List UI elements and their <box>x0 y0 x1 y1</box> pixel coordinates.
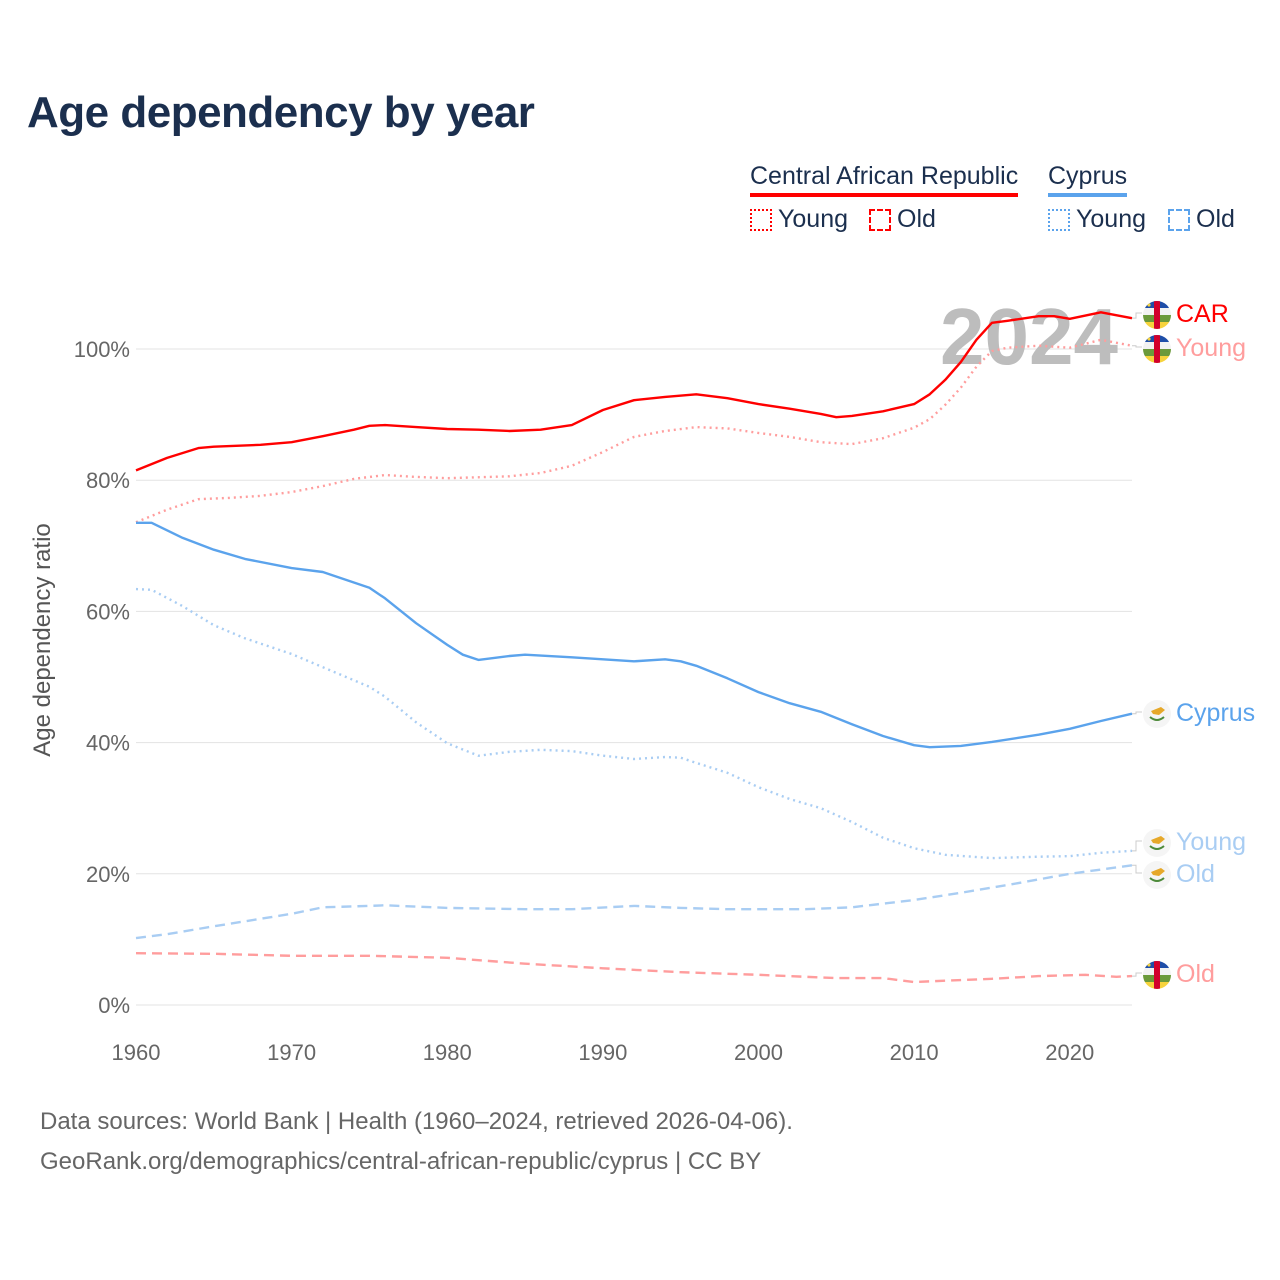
legend-cyprus-old[interactable]: Old <box>1168 205 1235 234</box>
year-watermark: 2024 <box>940 292 1118 381</box>
series-line-cyprus-young[interactable] <box>135 587 1133 860</box>
y-tick-label: 40% <box>86 731 130 756</box>
legend-car-old[interactable]: Old <box>869 205 936 234</box>
end-label: Young <box>1176 334 1246 362</box>
series-lines <box>135 311 1133 984</box>
y-axis-label: Age dependency ratio <box>29 523 56 757</box>
leader-line <box>1132 711 1142 715</box>
x-tick-label: 1980 <box>423 1040 472 1065</box>
leader-line <box>1132 864 1142 874</box>
y-tick-label: 80% <box>86 468 130 493</box>
x-tick-label: 1970 <box>267 1040 316 1065</box>
dashed-swatch-icon <box>1168 208 1190 231</box>
legend-label: Young <box>1076 205 1146 233</box>
end-label: Cyprus <box>1176 699 1255 727</box>
end-labels: CAR Young Old Cyprus Young Old <box>1132 300 1255 989</box>
legend-label: Old <box>897 205 936 233</box>
y-axis: 0% 20% 40% 60% 80% 100% <box>74 337 130 1018</box>
footer-url[interactable]: GeoRank.org/demographics/central-african… <box>40 1148 762 1175</box>
legend-cyprus-young[interactable]: Young <box>1048 205 1146 234</box>
legend-label: Young <box>778 205 848 233</box>
chart-title: Age dependency by year <box>27 88 535 137</box>
footer-source: Data sources: World Bank | Health (1960–… <box>40 1108 793 1135</box>
cyprus-flag-icon <box>1142 860 1172 890</box>
y-tick-label: 100% <box>74 337 130 362</box>
legend-country-cyprus[interactable]: Cyprus <box>1048 162 1128 197</box>
series-line-central-african-republic[interactable] <box>135 311 1133 472</box>
leader-line <box>1132 972 1142 977</box>
car-flag-icon <box>1143 961 1171 989</box>
leader-line <box>1132 840 1142 852</box>
series-line-central-african-republic-young[interactable] <box>135 338 1133 524</box>
legend-label: Old <box>1196 205 1235 233</box>
y-tick-label: 60% <box>86 599 130 624</box>
y-tick-label: 0% <box>98 993 130 1018</box>
end-label: Old <box>1176 960 1215 988</box>
end-label: Young <box>1176 828 1246 856</box>
series-line-central-african-republic-old[interactable] <box>135 952 1133 984</box>
end-label: CAR <box>1176 300 1229 328</box>
x-tick-label: 1960 <box>112 1040 161 1065</box>
dashed-swatch-icon <box>869 208 891 231</box>
legend-car-young[interactable]: Young <box>750 205 848 234</box>
car-flag-icon <box>1143 335 1171 363</box>
x-tick-label: 2010 <box>890 1040 939 1065</box>
leader-line <box>1132 312 1142 319</box>
series-line-cyprus[interactable] <box>136 521 1133 749</box>
legend-country-car[interactable]: Central African Republic <box>750 162 1019 197</box>
dotted-swatch-icon <box>1048 208 1070 231</box>
x-tick-label: 2020 <box>1045 1040 1094 1065</box>
end-label: Old <box>1176 860 1215 888</box>
grid <box>136 348 1132 1006</box>
cyprus-flag-icon <box>1142 828 1172 858</box>
leader-line <box>1132 345 1142 348</box>
series-line-cyprus-old[interactable] <box>135 864 1133 940</box>
car-flag-icon <box>1143 301 1171 329</box>
dotted-swatch-icon <box>750 208 772 231</box>
x-axis: 1960 1970 1980 1990 2000 2010 2020 <box>112 1040 1095 1065</box>
y-tick-label: 20% <box>86 862 130 887</box>
x-tick-label: 2000 <box>734 1040 783 1065</box>
cyprus-flag-icon <box>1142 699 1172 729</box>
x-tick-label: 1990 <box>578 1040 627 1065</box>
